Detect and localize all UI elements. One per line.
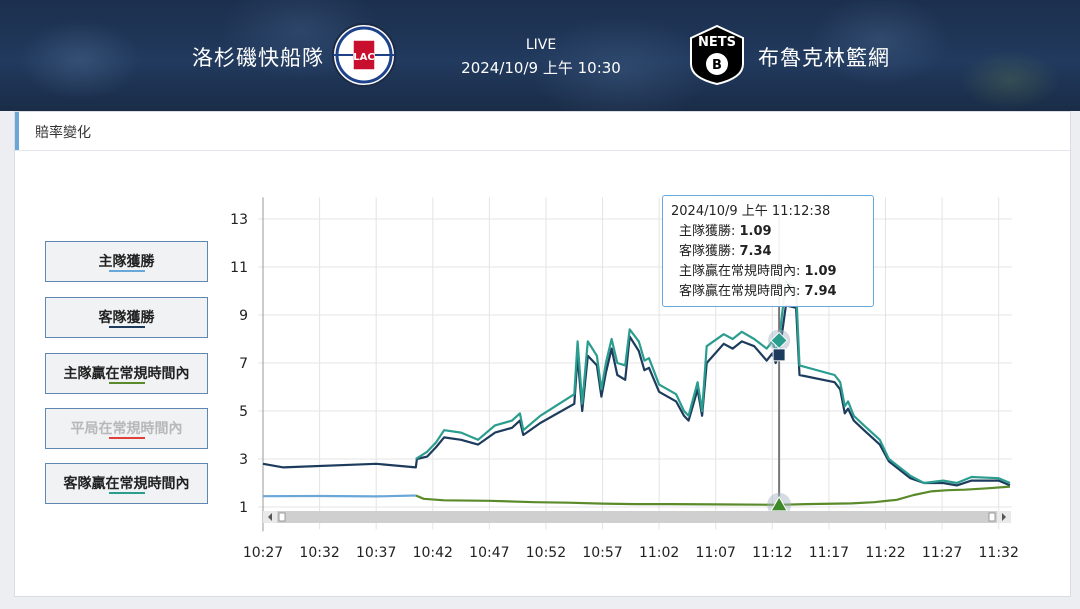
scrollbar-thumb — [277, 511, 997, 523]
legend-toggle-1[interactable]: 主隊獲勝 — [45, 241, 208, 282]
tooltip-value: 1.09 — [739, 224, 772, 239]
x-tick-label: 10:32 — [299, 545, 339, 561]
tooltip-time: 2024/10/9 上午 11:12:38 — [671, 204, 831, 219]
legend-label: 客隊獲勝 — [98, 310, 155, 326]
tooltip-value: 7.34 — [739, 244, 772, 259]
match-datetime: 2024/10/9 上午 10:30 — [461, 59, 621, 77]
series-4-marker — [770, 331, 788, 350]
series-line-1 — [262, 494, 416, 498]
series-line-4 — [415, 280, 1011, 485]
x-tick-label: 11:22 — [865, 545, 905, 561]
scroll-handle-left — [278, 512, 286, 522]
chart-grid — [258, 197, 1012, 532]
away-team-name: 布魯克林籃網 — [758, 46, 890, 70]
x-tick-label: 11:27 — [922, 545, 962, 561]
series-2-marker — [772, 348, 786, 362]
y-tick-label: 11 — [230, 260, 248, 276]
tooltip-value: 7.94 — [804, 284, 837, 299]
x-tick-label: 11:12 — [752, 545, 792, 561]
x-tick-label: 11:02 — [639, 545, 679, 561]
chart-series — [262, 280, 1011, 506]
home-team-logo: LAC — [332, 23, 396, 87]
match-header-banner: 洛杉磯快船隊 LAC LIVE 2024/10/9 上午 10:30 NETS … — [0, 0, 1080, 111]
svg-text:B: B — [712, 58, 722, 73]
legend-label: 客隊贏在常規時間內 — [63, 476, 190, 492]
x-tick-label: 10:52 — [526, 545, 566, 561]
x-tick-label: 10:57 — [582, 545, 622, 561]
y-tick-label: 13 — [230, 212, 248, 228]
legend-toggle-5[interactable]: 客隊贏在常規時間內 — [45, 463, 208, 504]
tooltip-row: 客隊獲勝: 7.34 — [671, 242, 873, 262]
series-3-marker — [770, 495, 788, 512]
x-tick-label: 11:17 — [809, 545, 849, 561]
tooltip-label: 客隊獲勝: — [679, 244, 740, 259]
tooltip-row: 客隊贏在常規時間內: 7.94 — [671, 282, 873, 302]
y-tick-label: 9 — [239, 308, 248, 324]
banner-background — [0, 0, 1080, 111]
x-axis-ticks: 10:27 10:32 10:37 10:42 10:47 10:52 10:57 11:02… — [243, 545, 1019, 561]
tooltip-label: 主隊獲勝: — [679, 224, 740, 239]
panel-accent-bar — [15, 112, 19, 150]
y-tick-label: 3 — [239, 452, 248, 468]
legend-label: 主隊獲勝 — [98, 254, 155, 270]
x-tick-label: 10:27 — [243, 545, 283, 561]
y-tick-label: 7 — [239, 356, 248, 372]
panel-title: 賠率變化 — [35, 125, 91, 141]
series-line-2 — [262, 304, 1011, 487]
scroll-right-icon — [1002, 513, 1006, 521]
x-tick-label: 11:32 — [979, 545, 1019, 561]
home-team-name: 洛杉磯快船隊 — [192, 46, 324, 70]
tooltip-row: 主隊獲勝: 1.09 — [671, 222, 873, 242]
tooltip-row: 主隊贏在常規時間內: 1.09 — [671, 262, 873, 282]
legend-swatch — [109, 326, 145, 328]
legend-swatch — [109, 382, 145, 384]
panel-header: 賠率變化 — [15, 112, 1070, 151]
tooltip-value: 1.09 — [804, 264, 837, 279]
home-logo-text: LAC — [353, 52, 374, 63]
x-tick-label: 11:07 — [696, 545, 736, 561]
legend-toggle-2[interactable]: 客隊獲勝 — [45, 297, 208, 338]
y-tick-label: 5 — [239, 404, 248, 420]
scroll-handle-right — [988, 512, 996, 522]
scroll-left-icon — [268, 513, 272, 521]
legend-toggle-4[interactable]: 平局在常規時間內 — [45, 408, 208, 449]
legend-label: 平局在常規時間內 — [70, 421, 183, 437]
tooltip-label: 客隊贏在常規時間內: — [679, 284, 805, 299]
legend-swatch — [109, 492, 145, 494]
x-tick-label: 10:42 — [413, 545, 453, 561]
legend-swatch — [109, 270, 145, 272]
tooltip-label: 主隊贏在常規時間內: — [679, 264, 805, 279]
x-tick-label: 10:37 — [356, 545, 396, 561]
away-team-logo: NETS B — [690, 24, 744, 86]
y-tick-label: 1 — [239, 500, 248, 516]
chart-tooltip: 2024/10/9 上午 11:12:38 主隊獲勝: 1.09 客隊獲勝: 7… — [662, 195, 874, 307]
x-tick-label: 10:47 — [469, 545, 509, 561]
legend-swatch — [109, 437, 145, 439]
series-line-3 — [415, 485, 1011, 506]
chart-range-scrollbar[interactable] — [263, 511, 1011, 523]
match-status: LIVE — [525, 37, 557, 53]
away-logo-text: NETS — [698, 35, 736, 50]
legend-toggle-3[interactable]: 主隊贏在常規時間內 — [45, 353, 208, 394]
legend-label: 主隊贏在常規時間內 — [63, 366, 190, 382]
